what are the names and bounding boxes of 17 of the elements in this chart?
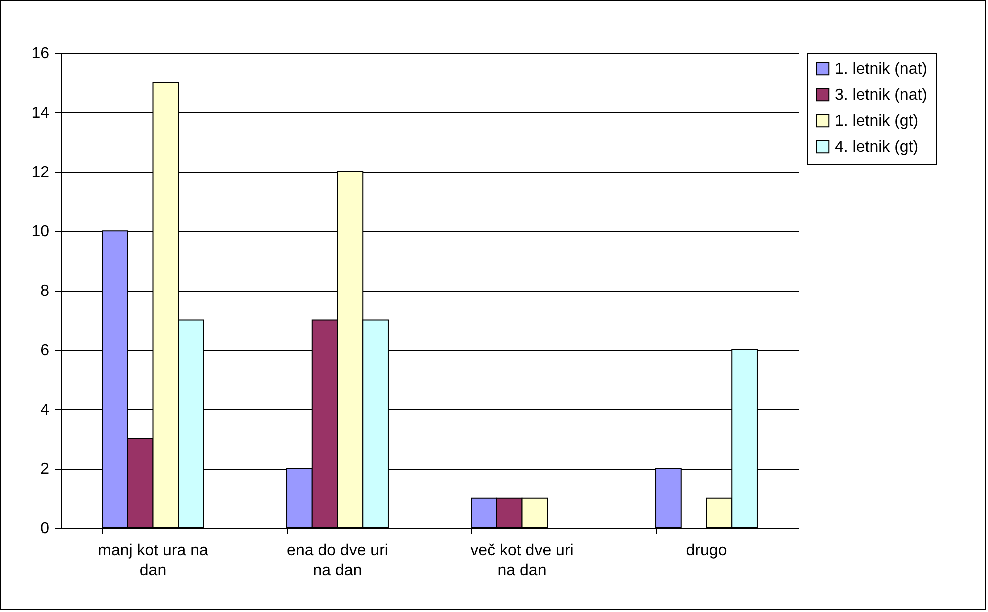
- y-tick-label: 12: [32, 164, 50, 182]
- y-tick-label: 14: [32, 104, 50, 122]
- y-tick-label: 6: [40, 342, 50, 360]
- y-tick-label: 4: [40, 402, 50, 419]
- y-tick-label: 0: [40, 520, 50, 538]
- y-tick-label: 16: [32, 46, 50, 62]
- x-tick-label: več kot dve uri na dan: [470, 542, 574, 580]
- y-tick-label: 2: [40, 461, 50, 478]
- legend-label: 1. letnik (gt): [835, 113, 919, 130]
- legend-label: 3. letnik (nat): [835, 87, 928, 104]
- legend-label: 4. letnik (gt): [835, 139, 919, 156]
- x-tick-label: ena do dve uri na dan: [287, 542, 388, 580]
- legend-label: 1. letnik (nat): [835, 61, 928, 78]
- y-tick-label: 8: [40, 283, 50, 300]
- y-tick-label: 10: [32, 224, 50, 241]
- x-tick-label: drugo: [686, 542, 728, 560]
- x-tick-label: manj kot ura na dan: [98, 542, 208, 580]
